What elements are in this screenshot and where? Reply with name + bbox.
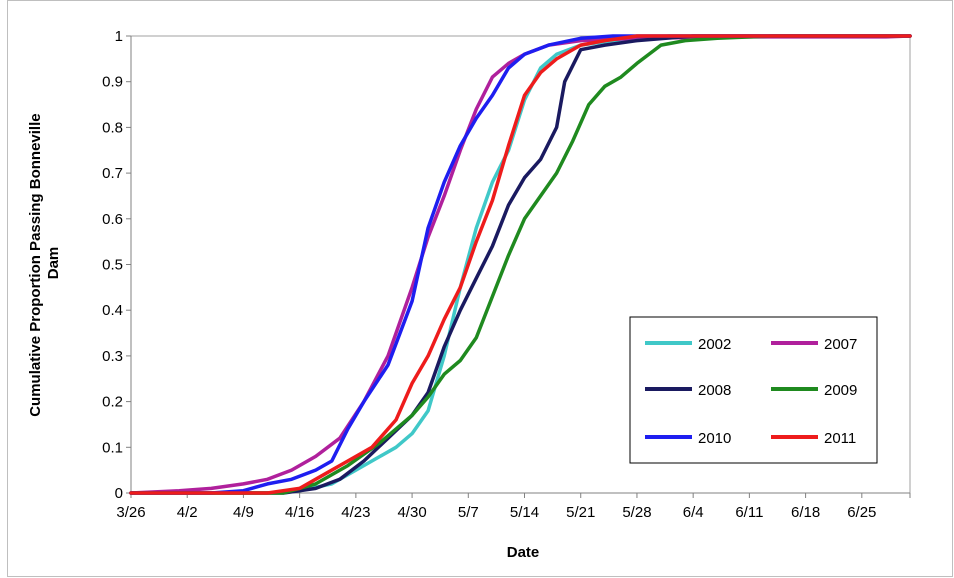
x-tick-label: 4/16 [285, 504, 314, 521]
series-line-2011 [129, 34, 912, 495]
x-tick-label: 6/11 [735, 504, 763, 521]
legend-label-2008: 2008 [698, 382, 731, 399]
legend-label-2011: 2011 [824, 430, 856, 447]
y-axis-title: Cumulative Proportion Passing Bonneville… [27, 109, 62, 417]
series-line-2009 [129, 34, 912, 495]
legend-label-2009: 2009 [824, 382, 857, 399]
y-axis-title-line-1: Cumulative Proportion Passing Bonneville [27, 113, 44, 416]
x-tick-label: 4/23 [341, 504, 370, 521]
x-tick-label: 4/2 [177, 504, 198, 521]
y-axis: 0 0.1 0.2 0.3 0.4 0.5 0.6 0.7 0.8 0.9 1 [102, 28, 131, 502]
y-tick-label: 0.6 [102, 211, 123, 228]
x-tick-label: 4/9 [233, 504, 254, 521]
x-tick-label: 6/4 [683, 504, 704, 521]
y-tick-label: 1 [115, 28, 123, 45]
legend-label-2010: 2010 [698, 430, 731, 447]
x-tick-label: 6/25 [847, 504, 876, 521]
y-tick-label: 0.1 [102, 439, 123, 456]
x-tick-label: 6/18 [791, 504, 820, 521]
x-axis-title: Date [507, 544, 540, 561]
x-tick-label: 3/26 [116, 504, 145, 521]
x-tick-label: 5/14 [510, 504, 539, 521]
series-line-2007 [129, 34, 912, 495]
y-tick-label: 0.7 [102, 165, 123, 182]
y-tick-label: 0.8 [102, 119, 123, 136]
x-tick-label: 5/21 [566, 504, 595, 521]
y-axis-title-line-2: Dam [45, 247, 62, 280]
x-tick-label: 5/7 [458, 504, 479, 521]
legend-label-2007: 2007 [824, 336, 857, 353]
chart-frame [7, 0, 953, 577]
y-tick-label: 0.9 [102, 74, 123, 91]
x-axis: 3/26 4/2 4/9 4/16 4/23 4/30 5/7 5/14 5/21 5/28 6/4… [116, 493, 911, 521]
legend: 2002 2007 2008 2009 2010 2011 [629, 316, 878, 464]
y-tick-label: 0 [115, 485, 123, 502]
y-tick-label: 0.3 [102, 348, 123, 365]
series-line-2010 [129, 34, 912, 495]
y-tick-label: 0.2 [102, 394, 123, 411]
y-tick-label: 0.5 [102, 257, 123, 274]
x-tick-label: 5/28 [622, 504, 651, 521]
legend-label-2002: 2002 [698, 336, 731, 353]
series-lines [129, 34, 912, 495]
series-line-2008 [129, 34, 912, 495]
y-tick-label: 0.4 [102, 302, 123, 319]
x-tick-label: 4/30 [397, 504, 426, 521]
